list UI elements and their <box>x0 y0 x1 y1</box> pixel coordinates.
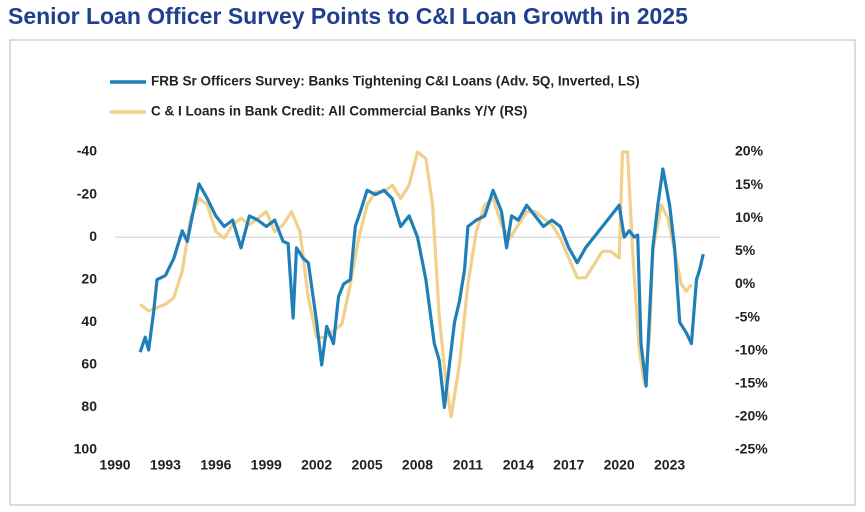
y-tick-label: -20 <box>77 185 97 201</box>
y-tick-label: 60 <box>81 356 97 372</box>
x-tick-label: 2014 <box>503 457 534 473</box>
y2-tick-label: 0% <box>735 275 756 291</box>
x-tick-label: 2023 <box>654 457 685 473</box>
x-tick-label: 2020 <box>604 457 635 473</box>
x-tick-label: 2005 <box>352 457 383 473</box>
y2-tick-label: -15% <box>735 374 768 390</box>
x-tick-label: 2008 <box>402 457 433 473</box>
x-tick-label: 2002 <box>301 457 332 473</box>
y-tick-label: 100 <box>74 441 98 457</box>
legend-label: C & I Loans in Bank Credit: All Commerci… <box>151 104 527 119</box>
x-tick-label: 1999 <box>251 457 282 473</box>
y-tick-label: 20 <box>81 270 97 286</box>
chart-frame <box>9 39 856 506</box>
y-tick-label: 80 <box>81 398 97 414</box>
x-tick-label: 1993 <box>150 457 181 473</box>
x-tick-label: 2011 <box>453 457 484 473</box>
y2-tick-label: -10% <box>735 341 768 357</box>
y2-tick-label: 15% <box>735 176 764 192</box>
y2-tick-label: 5% <box>735 242 756 258</box>
y2-tick-label: -5% <box>735 308 760 324</box>
y2-tick-label: -25% <box>735 441 768 457</box>
y2-tick-label: -20% <box>735 408 768 424</box>
series-line <box>138 167 705 409</box>
x-tick-label: 1996 <box>200 457 231 473</box>
chart-title: Senior Loan Officer Survey Points to C&I… <box>8 3 688 29</box>
y2-tick-label: 20% <box>735 143 764 159</box>
x-tick-label: 1990 <box>99 457 130 473</box>
y-tick-label: 40 <box>81 313 97 329</box>
series-line <box>139 150 693 419</box>
legend-label: FRB Sr Officers Survey: Banks Tightening… <box>151 74 640 89</box>
y-tick-label: 0 <box>89 228 97 244</box>
y-tick-label: -40 <box>77 143 97 159</box>
x-tick-label: 2017 <box>553 457 584 473</box>
y2-tick-label: 10% <box>735 209 764 225</box>
